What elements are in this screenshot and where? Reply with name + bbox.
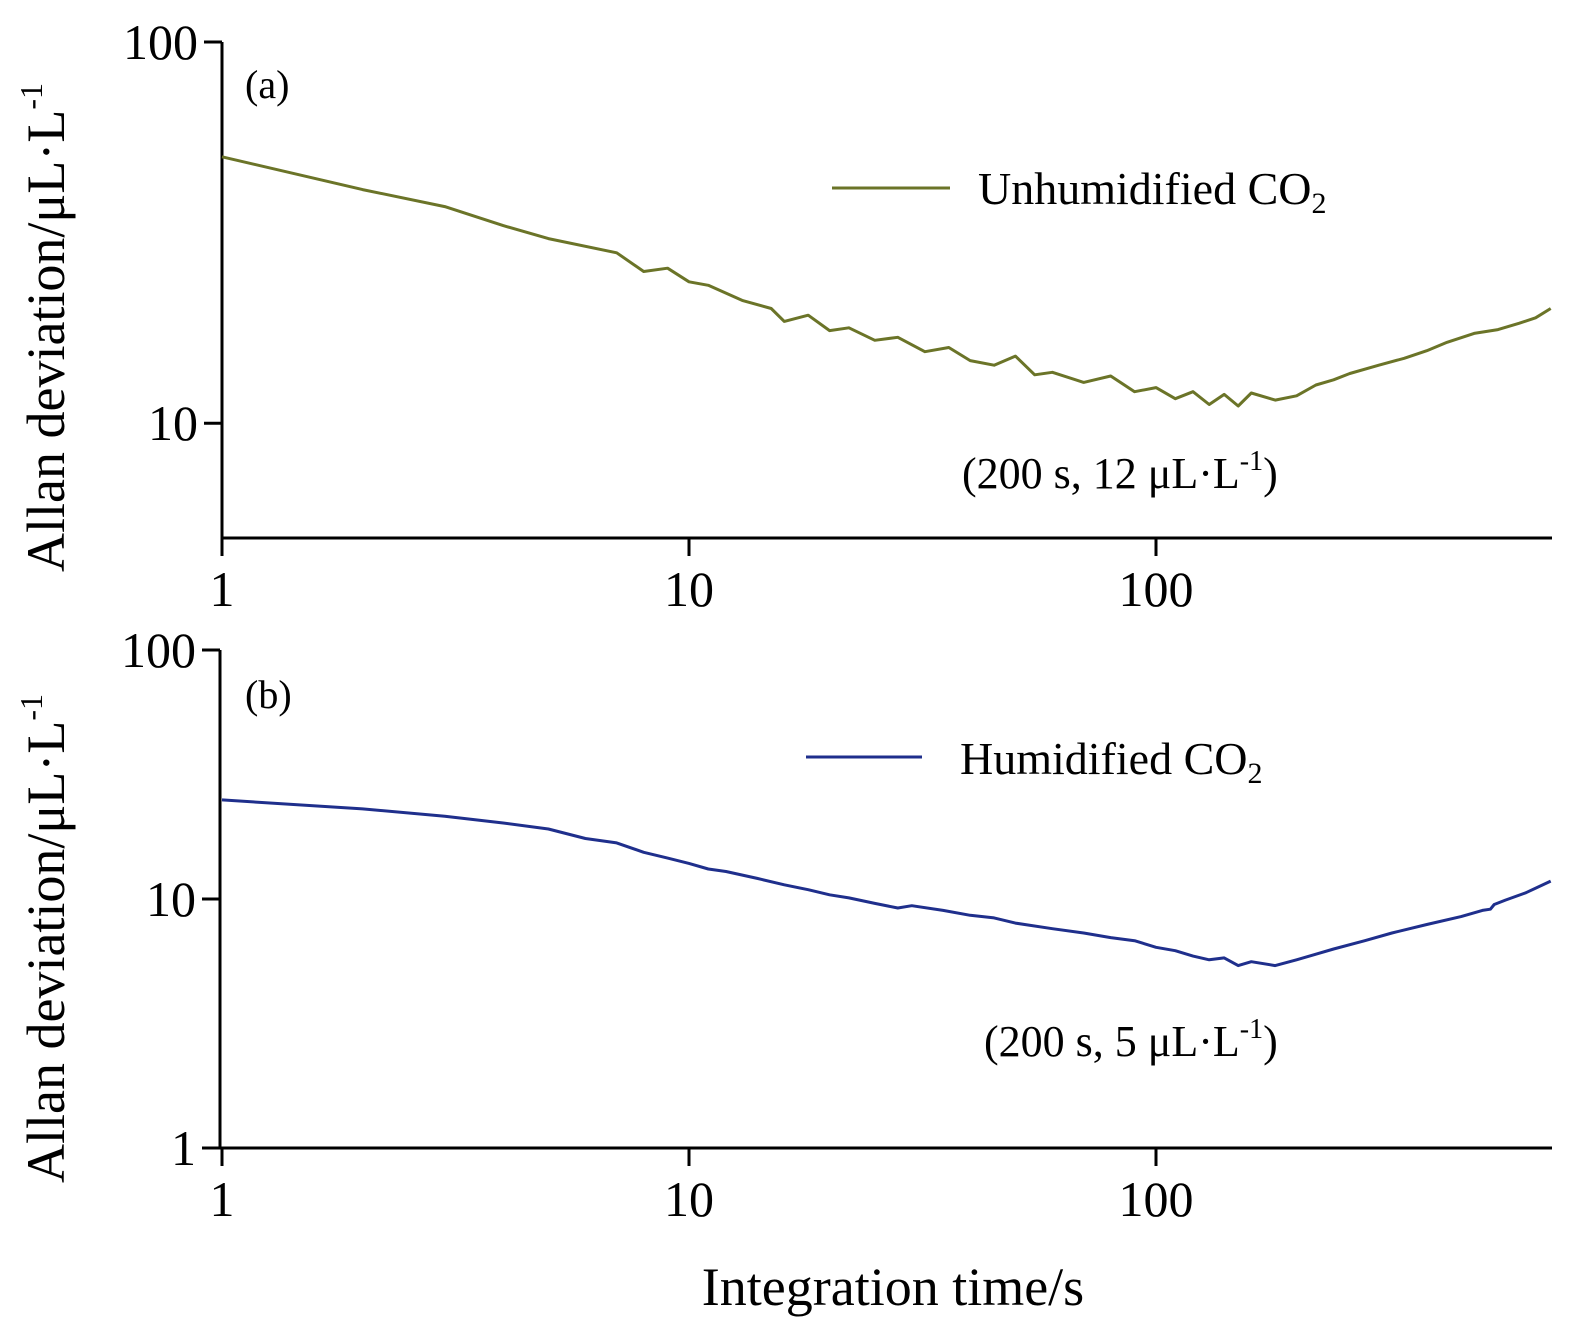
panel-b-x-tick-label: 100	[1119, 1171, 1194, 1227]
panel-a-legend-sub: 2	[1311, 187, 1326, 220]
panel-b-axes	[218, 650, 1552, 1150]
panel-a-y-tick-label: 10	[148, 395, 198, 451]
panel-a-legend-label: Unhumidified CO2	[978, 163, 1326, 220]
panel-a-axes	[220, 42, 1552, 540]
panel-b-annotation-text: (200 s, 5 μL·L	[984, 1017, 1240, 1066]
panel-b-x-tick-label: 1	[210, 1171, 235, 1227]
panel-a-annotation: (200 s, 12 μL·L-1)	[962, 446, 1278, 498]
x-axis-label: Integration time/s	[702, 1257, 1084, 1317]
panel-a-y-tick-label: 100	[123, 14, 198, 70]
panel-a-y-axis-label: Allan deviation/μL·L-1	[13, 83, 76, 572]
panel-a-y-axis-label-sup: -1	[13, 83, 49, 110]
panel-b-y-tick-label: 1	[171, 1120, 196, 1176]
panel-b-annotation-sup: -1	[1240, 1014, 1263, 1045]
panel-b-annotation-tail: )	[1263, 1017, 1278, 1066]
panel-a-x-ticks: 1 10 100	[210, 538, 1194, 617]
panel-b-y-axis-label-sup: -1	[13, 694, 49, 721]
panel-a-x-tick-label: 100	[1119, 561, 1194, 617]
panel-b-x-ticks: 1 10 100	[210, 1148, 1194, 1227]
panel-a-x-tick-label: 10	[664, 561, 714, 617]
panel-a-series-line	[221, 155, 1552, 408]
panel-a-annotation-text: (200 s, 12 μL·L	[962, 449, 1240, 498]
panel-b-annotation: (200 s, 5 μL·L-1)	[984, 1014, 1278, 1066]
panel-a-legend: Unhumidified CO2	[832, 163, 1326, 220]
panel-b-y-tick-label: 10	[146, 871, 196, 927]
panel-a-y-axis-label-text: Allan deviation/μL·L	[16, 110, 76, 572]
panel-a-annotation-sup: -1	[1240, 446, 1263, 477]
panel-b-y-ticks: 1 10 100	[121, 622, 220, 1176]
panel-b-y-tick-label: 100	[121, 622, 196, 678]
panel-b-y-axis-label-text: Allan deviation/μL·L	[16, 721, 76, 1183]
panel-b-x-tick-label: 10	[664, 1171, 714, 1227]
panel-b-label: (b)	[245, 672, 292, 717]
panel-b-series-line	[221, 798, 1552, 968]
panel-b-legend: Humidified CO2	[806, 733, 1262, 790]
panel-a-y-ticks: 10 100	[123, 14, 222, 451]
panel-b-y-axis-label: Allan deviation/μL·L-1	[13, 694, 76, 1183]
panel-a-legend-text: Unhumidified CO	[978, 163, 1311, 214]
panel-a-label: (a)	[245, 62, 289, 107]
panel-b-legend-sub: 2	[1247, 757, 1262, 790]
panel-a-annotation-tail: )	[1263, 449, 1278, 498]
panel-a-x-tick-label: 1	[210, 561, 235, 617]
panel-b-legend-text: Humidified CO	[960, 733, 1247, 784]
panel-b-legend-label: Humidified CO2	[960, 733, 1262, 790]
